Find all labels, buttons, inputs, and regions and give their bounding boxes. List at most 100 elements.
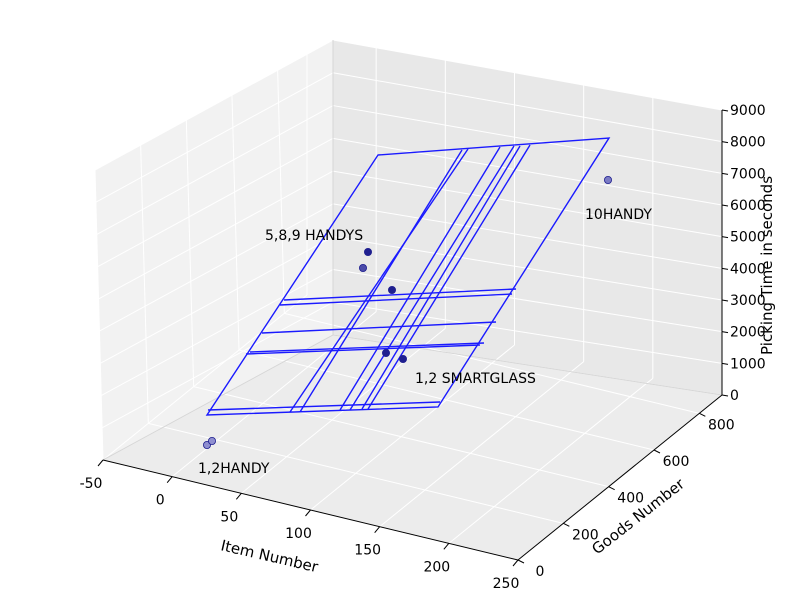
- z-tick-mark: [721, 236, 729, 239]
- y-tick-label: 600: [663, 454, 690, 470]
- y-grid-line-left: [275, 23, 285, 314]
- z-grid-line: [332, 236, 723, 301]
- point-handy-10: [604, 175, 613, 184]
- y-grid-line-left: [94, 169, 104, 461]
- surface-line-h3: [261, 321, 497, 334]
- z-grid-line: [332, 137, 723, 206]
- y-grid-line: [148, 422, 564, 524]
- z-grid-line: [332, 301, 723, 364]
- z-grid-line-left: [99, 203, 334, 332]
- back-pane: [333, 40, 722, 395]
- surface-line-h6: [207, 401, 441, 411]
- y-grid-line-left: [139, 133, 149, 424]
- x-grid-line: [448, 377, 654, 544]
- x-tick-mark: [235, 493, 242, 500]
- z-tick-label: 2000: [730, 325, 766, 341]
- y-tick-mark: [699, 412, 706, 417]
- y-grid-line: [238, 349, 655, 451]
- z-grid-line-left: [94, 39, 334, 171]
- left-pane: [95, 40, 333, 460]
- y-tick-mark: [653, 449, 661, 454]
- point-handy-8: [358, 263, 367, 272]
- x-tick-mark: [166, 476, 173, 483]
- data-points: [202, 175, 613, 449]
- surface-line-h2: [279, 293, 513, 306]
- z-tick-label: 7000: [730, 166, 766, 182]
- z-tick-label: 4000: [730, 261, 766, 277]
- point-smartglass-2: [398, 354, 407, 363]
- point-smartglass-1: [381, 348, 390, 357]
- z-grid-line-left: [100, 269, 334, 396]
- z-grid-line-left: [95, 72, 334, 203]
- z-axis-label: Picking Time in seconds: [758, 176, 776, 355]
- z-grid-line-left: [98, 170, 334, 300]
- surface-line-v1: [289, 148, 469, 413]
- point-handy-9: [387, 285, 396, 294]
- surface-line-h4: [249, 342, 485, 353]
- z-grid-line: [332, 72, 723, 143]
- z-tick-mark: [721, 109, 729, 112]
- x-tick-mark: [512, 559, 519, 567]
- y-tick-mark: [608, 486, 615, 491]
- z-tick-label: 9000: [730, 103, 766, 119]
- surface-outline: [205, 137, 611, 416]
- z-grid-line-left: [97, 137, 334, 268]
- annotation-handys: 5,8,9 HANDYS: [265, 228, 363, 244]
- annotation-10handy: 10HANDY: [585, 207, 652, 223]
- x-tick-label: 100: [285, 526, 312, 542]
- x-tick-mark: [305, 509, 311, 517]
- y-tick-label: 0: [536, 564, 545, 580]
- x-axis-ticks: -50 0 50 100 150 200 250: [80, 459, 519, 592]
- z-grid-line: [332, 39, 723, 111]
- annotation-12handy: 1,2HANDY: [198, 461, 270, 477]
- y-tick-label: 800: [708, 417, 735, 433]
- y-tick-label: 400: [617, 491, 644, 507]
- y-grid-line-left: [185, 96, 195, 387]
- surface-line-v4: [349, 145, 515, 411]
- z-tick-label: 1000: [730, 356, 766, 372]
- z-grid-line: [332, 268, 723, 333]
- y-axis-line: [517, 394, 723, 561]
- z-grid-line-left: [96, 105, 334, 235]
- fit-surface: [205, 137, 611, 416]
- x-tick-label: 200: [423, 559, 450, 575]
- z-grid-line: [332, 170, 723, 238]
- z-tick-mark: [721, 204, 729, 207]
- y-tick-label: 200: [572, 527, 599, 543]
- x-grid-line: [379, 361, 584, 528]
- z-grid-line-left: [101, 301, 334, 429]
- z-grid-line-left: [100, 236, 334, 364]
- surface-line-v5: [361, 145, 521, 410]
- y-axis-ticks: 0 200 400 600 800: [517, 412, 735, 580]
- y-grid-line: [284, 312, 700, 414]
- x-grid-line: [171, 311, 377, 478]
- z-tick-mark: [721, 299, 729, 302]
- z-grid-line: [332, 105, 723, 174]
- z-tick-label: 3000: [730, 293, 766, 309]
- floor-pane: [103, 335, 722, 560]
- x-tick-label: 150: [354, 543, 381, 559]
- surface-line-v6: [367, 144, 531, 410]
- x-tick-mark: [443, 543, 450, 550]
- x-tick-label: 50: [220, 509, 238, 525]
- x-tick-mark: [97, 459, 104, 467]
- z-grid-line: [332, 203, 723, 269]
- surface-line-v2: [299, 149, 463, 413]
- y-grid-line-left: [230, 59, 240, 351]
- x-axis-label: Item Number: [219, 536, 320, 576]
- point-handy-5: [363, 247, 372, 256]
- x-tick-label: -50: [80, 476, 103, 492]
- y-tick-mark: [563, 522, 570, 527]
- surface-line-v3: [339, 146, 501, 411]
- x-grid-line: [102, 294, 308, 461]
- z-tick-mark: [721, 331, 729, 334]
- x-tick-label: 0: [156, 493, 165, 509]
- z-axis-ticks: 0 1000 2000 3000 4000 5000 6000 7000 8000 9000: [721, 103, 766, 404]
- z-tick-mark: [721, 267, 729, 270]
- z-tick-mark: [721, 172, 729, 175]
- annotation-smartglass: 1,2 SMARTGLASS: [415, 371, 536, 387]
- surface-line-h5: [245, 344, 481, 355]
- surface-line-h1: [283, 288, 517, 301]
- z-tick-label: 0: [730, 388, 739, 404]
